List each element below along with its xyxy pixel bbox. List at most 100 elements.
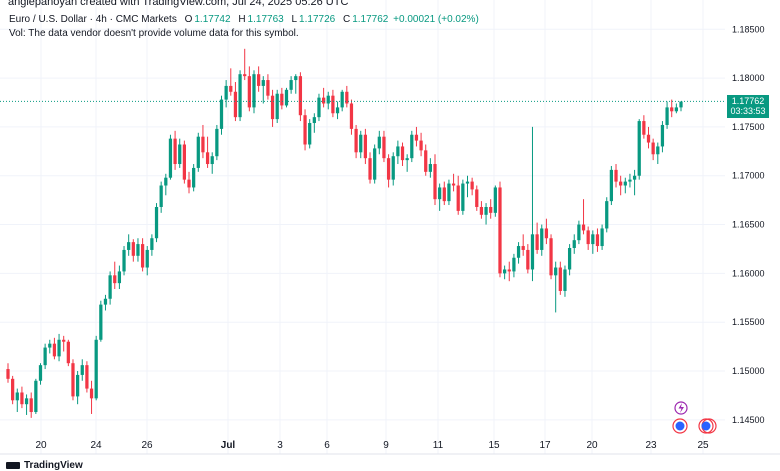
tradingview-logo[interactable]: TradingView xyxy=(6,460,83,471)
candle-body xyxy=(526,249,530,270)
candle-body xyxy=(424,150,428,172)
candle xyxy=(619,175,623,196)
candle-body xyxy=(665,107,669,125)
candle-body xyxy=(71,363,75,397)
close-value: 1.17762 xyxy=(352,14,389,25)
candle xyxy=(400,142,405,166)
candle-body xyxy=(29,398,33,413)
candle xyxy=(108,271,112,305)
candle xyxy=(428,158,432,178)
candle-body xyxy=(20,392,24,405)
candle-body xyxy=(215,128,219,157)
event-markers[interactable] xyxy=(672,401,717,434)
candle-body xyxy=(359,134,363,153)
candle-body xyxy=(280,93,284,106)
candle xyxy=(544,218,549,245)
candle xyxy=(447,179,451,206)
last-price-value: 1.17762 xyxy=(731,96,765,106)
candle-body xyxy=(619,181,623,186)
candle xyxy=(646,126,651,149)
candle-body xyxy=(131,242,135,256)
candle-body xyxy=(586,230,590,245)
candle xyxy=(512,253,516,278)
candle-body xyxy=(605,201,609,229)
candle-body xyxy=(335,107,340,114)
candle xyxy=(521,234,525,256)
candle xyxy=(321,87,326,108)
candle-body xyxy=(535,234,539,250)
candle-body xyxy=(75,374,80,397)
candle xyxy=(6,363,10,383)
symbol-title[interactable]: Euro / U.S. Dollar · 4h · CMC Markets xyxy=(9,14,177,25)
attribution-text: angiepanoyan created with TradingView.co… xyxy=(8,0,349,8)
candle xyxy=(331,89,335,118)
candle xyxy=(363,128,368,165)
time-tick-label: 15 xyxy=(488,440,500,451)
candle xyxy=(451,173,456,192)
candle xyxy=(219,95,224,135)
candle xyxy=(205,136,210,168)
chart-grid xyxy=(0,0,725,454)
candle-body xyxy=(623,181,627,186)
candle-body xyxy=(600,228,604,247)
candle xyxy=(43,343,47,370)
candle-body xyxy=(354,128,358,153)
candle-body xyxy=(66,341,70,364)
candle xyxy=(71,359,75,401)
candle xyxy=(391,152,395,186)
candle xyxy=(127,234,131,256)
candle xyxy=(674,103,678,114)
candle-body xyxy=(521,246,525,250)
candle-body xyxy=(475,189,479,207)
candle xyxy=(554,261,558,313)
candle xyxy=(665,101,669,129)
economic-event-flag-2 xyxy=(701,421,711,431)
candle-body xyxy=(581,224,586,231)
candle xyxy=(572,234,576,254)
candle xyxy=(414,126,419,147)
candle-body xyxy=(317,97,321,118)
candle-body xyxy=(196,136,200,168)
candle xyxy=(52,337,57,360)
candle-body xyxy=(159,185,163,207)
candle xyxy=(354,124,358,159)
price-tick-label: 1.18000 xyxy=(732,73,765,83)
candle xyxy=(57,333,61,362)
candle-body xyxy=(103,298,108,305)
price-axis[interactable]: 1.14500 1.15000 1.15500 1.16000 1.16500 1.170… xyxy=(732,24,765,425)
candle-body xyxy=(609,169,614,202)
candle-body xyxy=(122,249,126,272)
candle xyxy=(410,130,414,163)
price-tick-label: 1.15000 xyxy=(732,366,765,376)
time-axis[interactable]: 20 24 26 Jul 3 6 9 11 15 17 20 23 25 xyxy=(35,440,709,451)
candle xyxy=(192,164,196,192)
candle xyxy=(419,132,423,157)
change-value: +0.00021 (+0.02%) xyxy=(393,14,479,25)
candle-body xyxy=(438,187,442,200)
time-tick-label: 17 xyxy=(539,440,551,451)
time-tick-label: 11 xyxy=(433,440,444,451)
candle-body xyxy=(266,80,270,96)
candle xyxy=(335,101,340,120)
candle-body xyxy=(168,138,173,178)
candle xyxy=(66,339,70,367)
candle-body xyxy=(57,339,61,357)
candle xyxy=(549,234,553,280)
candle-body xyxy=(34,380,38,413)
candle xyxy=(113,261,117,289)
time-tick-label: 25 xyxy=(697,440,709,451)
candle xyxy=(173,130,177,170)
candle-body xyxy=(410,134,414,159)
candle xyxy=(345,85,349,108)
candle xyxy=(29,392,33,418)
candle-body xyxy=(257,74,261,86)
open-value: 1.17742 xyxy=(194,14,231,25)
candle-body xyxy=(400,146,405,161)
candle-body xyxy=(368,158,372,180)
candle xyxy=(605,197,609,233)
candle xyxy=(493,185,497,217)
candle-body xyxy=(303,115,307,145)
candle xyxy=(461,179,465,215)
